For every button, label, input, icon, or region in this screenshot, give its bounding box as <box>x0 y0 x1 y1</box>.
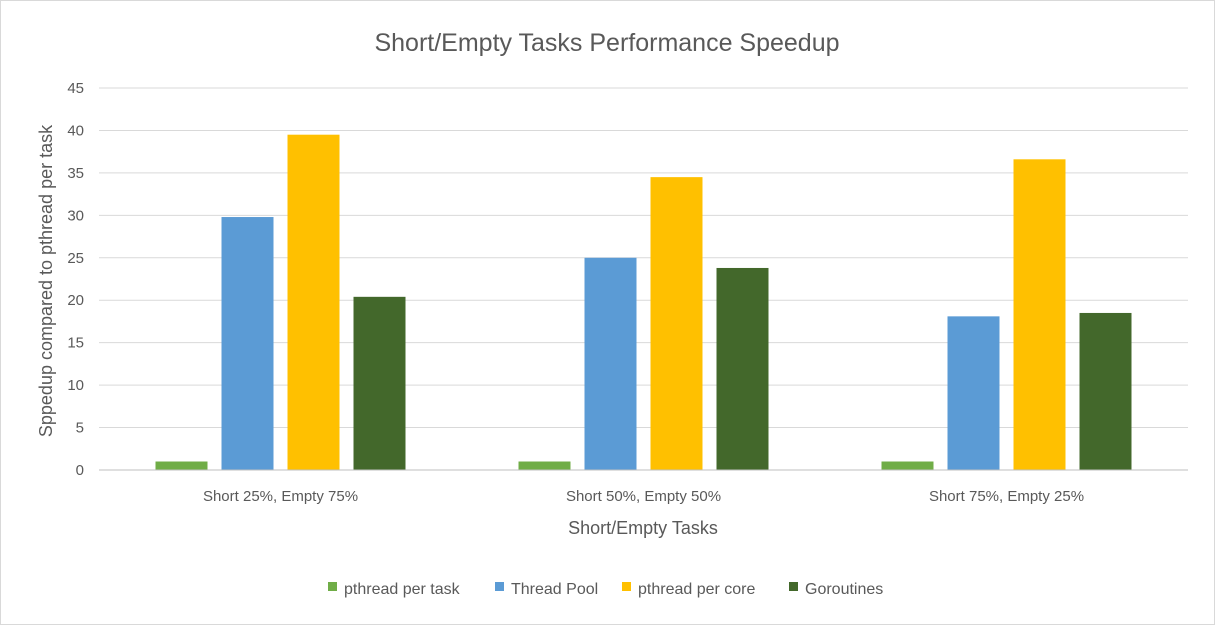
legend-label-1: Thread Pool <box>511 581 598 598</box>
bars <box>155 134 1132 470</box>
x-axis-title: Short/Empty Tasks <box>568 518 718 538</box>
y-tick-label-6: 30 <box>67 207 84 224</box>
bar-pthread-per-task-2 <box>881 461 934 470</box>
legend-swatch-3 <box>789 582 798 591</box>
bar-goroutines-1 <box>716 267 769 470</box>
x-tick-label-1: Short 50%, Empty 50% <box>566 488 721 505</box>
y-axis-title: Sppedup compared to pthread per task <box>36 124 56 437</box>
bar-pthread-per-task-1 <box>518 461 571 470</box>
bar-pthread-per-core-0 <box>287 134 340 470</box>
legend-label-3: Goroutines <box>805 581 883 598</box>
x-tick-label-2: Short 75%, Empty 25% <box>929 488 1084 505</box>
bar-pthread-per-core-1 <box>650 177 703 470</box>
bar-goroutines-2 <box>1079 312 1132 470</box>
legend-label-0: pthread per task <box>344 581 461 598</box>
legend-label-2: pthread per core <box>638 581 756 598</box>
y-tick-label-2: 10 <box>67 377 84 394</box>
y-tick-label-5: 25 <box>67 250 84 267</box>
y-tick-label-8: 40 <box>67 122 84 139</box>
legend: pthread per task Thread Pool pthread per c… <box>328 581 883 598</box>
bar-pthread-per-task-0 <box>155 461 208 470</box>
x-tick-label-0: Short 25%, Empty 75% <box>203 488 358 505</box>
y-tick-label-9: 45 <box>67 80 84 97</box>
y-tick-label-1: 5 <box>76 420 84 437</box>
y-tick-label-3: 15 <box>67 335 84 352</box>
y-tick-label-4: 20 <box>67 292 84 309</box>
legend-swatch-0 <box>328 582 337 591</box>
tick-labels: 0 5 10 15 20 25 30 35 40 45 Short 25%, Empty 75% Sh… <box>67 80 1084 505</box>
y-tick-label-7: 35 <box>67 165 84 182</box>
bar-pthread-per-core-2 <box>1013 159 1066 470</box>
legend-swatch-2 <box>622 582 631 591</box>
bar-thread-pool-2 <box>947 316 1000 470</box>
bar-thread-pool-0 <box>221 217 274 470</box>
legend-swatch-1 <box>495 582 504 591</box>
bar-goroutines-0 <box>353 296 406 470</box>
chart-title: Short/Empty Tasks Performance Speedup <box>374 29 839 57</box>
bar-thread-pool-1 <box>584 257 637 470</box>
y-tick-label-0: 0 <box>76 462 84 479</box>
gridlines <box>99 87 1188 429</box>
